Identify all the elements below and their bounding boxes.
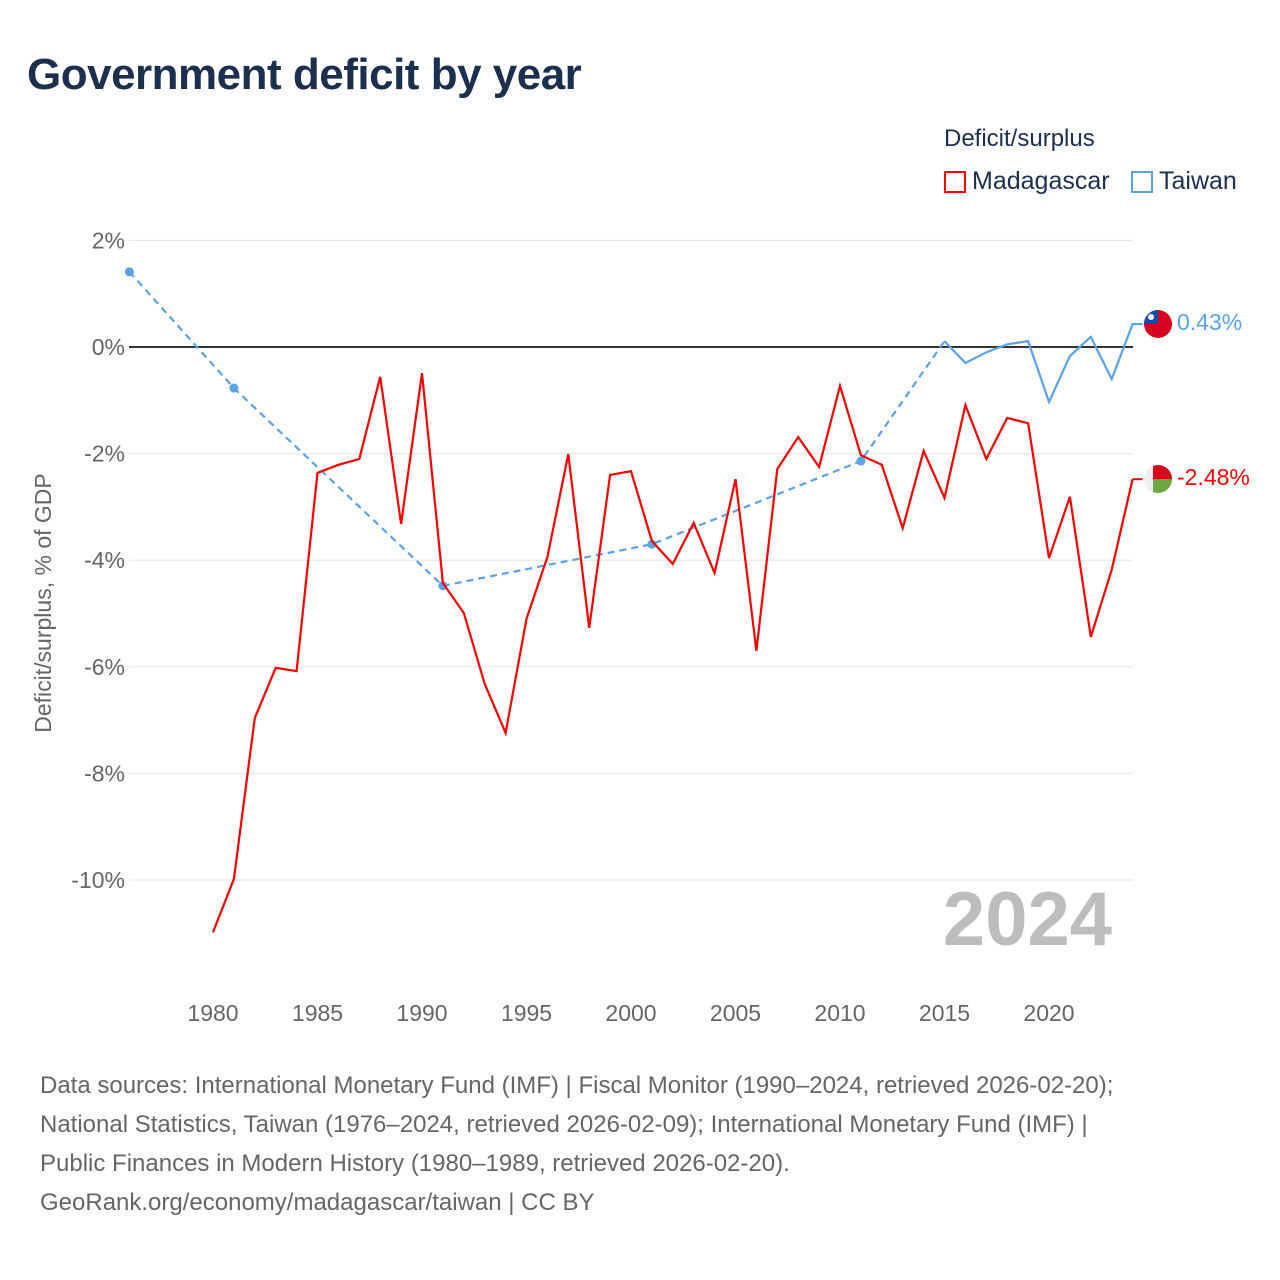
taiwan-end-label: 0.43% xyxy=(1177,309,1242,335)
source-line: Public Finances in Modern History (1980–… xyxy=(40,1150,790,1177)
x-tick-label: 2000 xyxy=(605,1000,656,1026)
taiwan-data-point[interactable] xyxy=(229,383,239,393)
y-tick-label: -2% xyxy=(84,441,125,467)
y-tick-label: -4% xyxy=(84,547,125,573)
legend-swatch-madagascar xyxy=(944,170,966,193)
legend-item-taiwan[interactable]: Taiwan xyxy=(1131,167,1237,196)
x-tick-label: 2005 xyxy=(710,1000,761,1026)
y-axis-label: Deficit/surplus, % of GDP xyxy=(30,473,56,732)
legend-title: Deficit/surplus xyxy=(944,125,1095,152)
x-tick-label: 1985 xyxy=(292,1000,343,1026)
taiwan-interpolated-line xyxy=(128,271,946,587)
taiwan-data-point[interactable] xyxy=(856,456,866,466)
year-watermark: 2024 xyxy=(943,877,1112,962)
madagascar-flag-icon xyxy=(1144,465,1172,493)
x-tick-label: 2020 xyxy=(1023,1000,1074,1026)
source-line: National Statistics, Taiwan (1976–2024, … xyxy=(40,1111,1088,1138)
y-tick-label: -6% xyxy=(84,654,125,680)
x-tick-label: 1990 xyxy=(396,1000,447,1026)
legend-label: Taiwan xyxy=(1159,167,1237,195)
page-title: Government deficit by year xyxy=(27,50,582,99)
taiwan-line[interactable] xyxy=(943,322,1143,405)
legend-label: Madagascar xyxy=(972,167,1110,195)
x-tick-label: 2015 xyxy=(919,1000,970,1026)
x-tick-label: 1980 xyxy=(187,1000,238,1026)
footer-sources: Data sources: International Monetary Fun… xyxy=(40,1066,1113,1222)
taiwan-flag-icon xyxy=(1144,310,1172,338)
line-chart: 2% 0% -2% -4% -6% -8% -10% 1980 1985 1990 1995 2000… xyxy=(30,227,1250,1026)
source-line: Data sources: International Monetary Fun… xyxy=(40,1072,1114,1099)
legend-swatch-taiwan xyxy=(1131,170,1153,193)
legend-item-madagascar[interactable]: Madagascar xyxy=(944,167,1110,196)
source-link[interactable]: GeoRank.org/economy/madagascar/taiwan | … xyxy=(40,1189,595,1216)
y-tick-label: 0% xyxy=(92,334,125,360)
madagascar-end-label: -2.48% xyxy=(1177,464,1250,490)
x-tick-label: 2010 xyxy=(814,1000,865,1026)
x-tick-label: 1995 xyxy=(501,1000,552,1026)
madagascar-line[interactable] xyxy=(211,372,1134,933)
y-tick-label: -10% xyxy=(71,867,125,893)
y-tick-label: 2% xyxy=(92,227,125,253)
y-tick-label: -8% xyxy=(84,760,125,786)
taiwan-data-point[interactable] xyxy=(124,267,134,277)
